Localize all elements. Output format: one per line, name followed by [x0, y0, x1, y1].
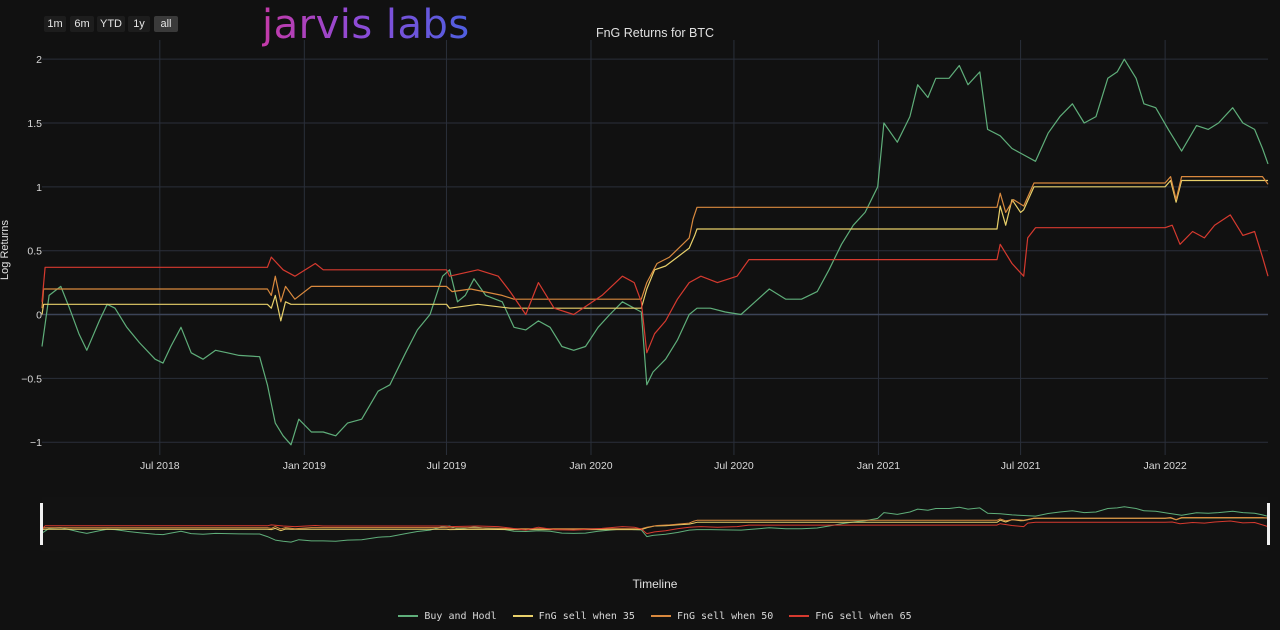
range-button-1m[interactable]: 1m — [44, 16, 66, 32]
x-tick-label: Jan 2019 — [283, 460, 326, 472]
x-tick-label: Jan 2020 — [569, 460, 612, 472]
range-button-1y[interactable]: 1y — [128, 16, 150, 32]
series-line-fng-sell-when-65 — [41, 214, 1269, 354]
rangeslider-background — [42, 497, 1268, 551]
range-button-all[interactable]: all — [154, 16, 178, 32]
legend-swatch — [789, 615, 810, 617]
legend: Buy and Hodl FnG sell when 35 FnG sell whe… — [0, 611, 1280, 622]
legend-label: Buy and Hodl — [424, 611, 497, 622]
y-tick-label: 1 — [36, 182, 42, 194]
rangeslider-handle-right[interactable] — [1267, 503, 1270, 545]
legend-item-fng-sell-when-50[interactable]: FnG sell when 50 — [650, 611, 774, 622]
y-tick-label: −1 — [30, 437, 42, 449]
legend-item-buy-and-hodl[interactable]: Buy and Hodl — [398, 611, 497, 622]
rangeslider-line-buy-and-hodl — [41, 506, 1269, 543]
legend-label: FnG sell when 35 — [538, 611, 635, 622]
legend-label: FnG sell when 50 — [676, 611, 774, 622]
x-axis-title: Timeline — [632, 577, 678, 591]
y-tick-label: 0 — [36, 310, 42, 322]
rangeslider-handle-left[interactable] — [40, 503, 43, 545]
y-tick-label: −0.5 — [21, 373, 42, 385]
x-tick-label: Jan 2021 — [857, 460, 900, 472]
series-line-buy-and-hodl — [41, 58, 1269, 446]
legend-swatch — [398, 615, 419, 617]
jarvis-labs-logo: jarvis labs — [262, 2, 470, 48]
rangeslider-line-fng-sell-when-50 — [41, 517, 1269, 530]
x-tick-label: Jul 2019 — [427, 460, 467, 472]
series-line-fng-sell-when-35 — [41, 179, 1268, 322]
x-tick-label: Jul 2020 — [714, 460, 754, 472]
rangeslider-line-fng-sell-when-65 — [41, 520, 1269, 535]
x-tick-label: Jan 2022 — [1144, 460, 1187, 472]
legend-item-fng-sell-when-35[interactable]: FnG sell when 35 — [512, 611, 635, 622]
legend-swatch — [512, 615, 533, 617]
range-button-6m[interactable]: 6m — [70, 16, 94, 32]
y-tick-label: 1.5 — [27, 118, 42, 130]
x-tick-label: Jul 2021 — [1001, 460, 1041, 472]
y-tick-label: 2 — [36, 54, 42, 66]
x-tick-label: Jul 2018 — [140, 460, 180, 472]
legend-item-fng-sell-when-65[interactable]: FnG sell when 65 — [789, 611, 912, 622]
chart-title: FnG Returns for BTC — [595, 26, 715, 40]
legend-swatch — [650, 615, 671, 617]
series-line-fng-sell-when-50 — [41, 176, 1269, 309]
legend-label: FnG sell when 65 — [815, 611, 912, 622]
y-tick-label: 0.5 — [27, 246, 42, 258]
range-button-ytd[interactable]: YTD — [97, 16, 125, 32]
